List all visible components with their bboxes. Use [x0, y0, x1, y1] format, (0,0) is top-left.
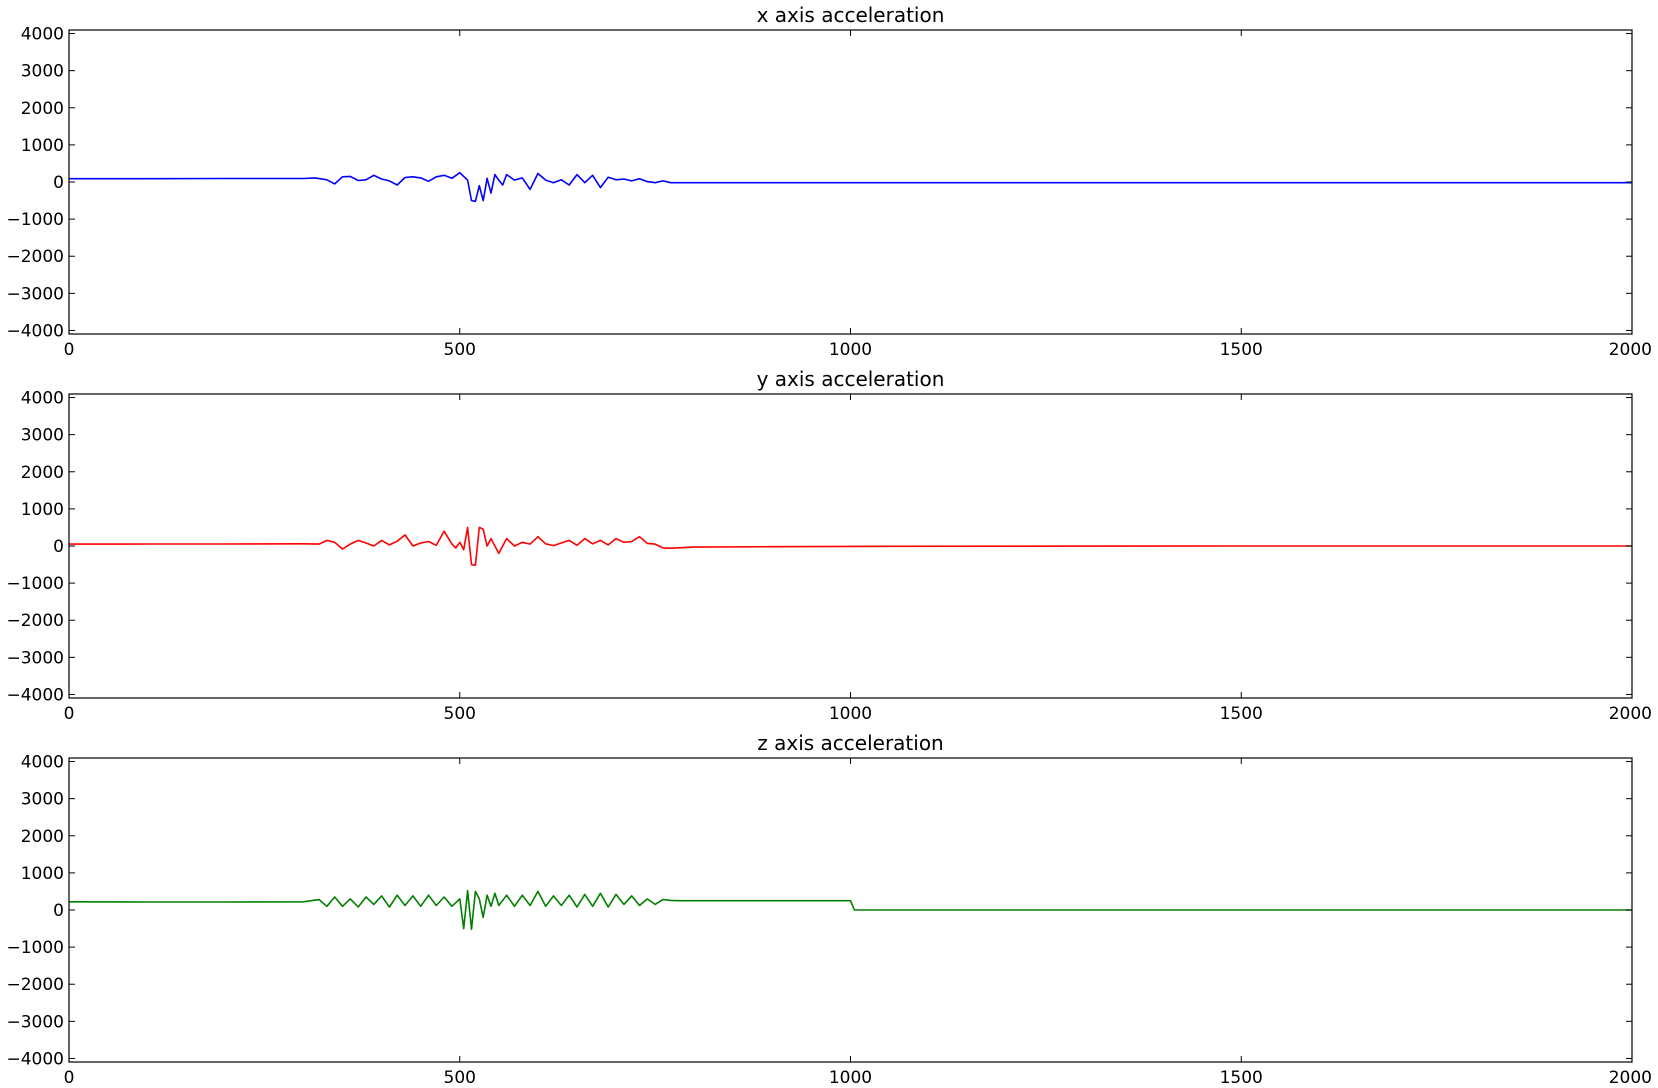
y-tick-label: −3000 — [6, 1012, 64, 1032]
y-tick-label: −1000 — [6, 938, 64, 958]
y-tick-label: 2000 — [21, 99, 64, 119]
series-line — [69, 889, 1632, 931]
y-tick-label: 1000 — [21, 864, 64, 884]
x-tick-label: 1000 — [829, 1068, 872, 1088]
x-tick-label: 500 — [444, 1068, 476, 1088]
x-tick-label: 2000 — [1609, 1068, 1652, 1088]
x-tick-label: 0 — [64, 1068, 75, 1088]
x-tick-label: 500 — [444, 340, 476, 360]
y-tick-label: 3000 — [21, 426, 64, 446]
y-tick-label: 0 — [53, 537, 64, 557]
chart-title: z axis acceleration — [757, 731, 943, 755]
series-line — [69, 526, 1632, 567]
y-tick-label: −2000 — [6, 247, 64, 267]
series-line — [69, 171, 1632, 203]
y-tick-label: −4000 — [6, 1049, 64, 1069]
y-tick-label: −3000 — [6, 284, 64, 304]
x-tick-label: 500 — [444, 704, 476, 724]
y-tick-label: 3000 — [21, 62, 64, 82]
y-tick-label: 2000 — [21, 463, 64, 483]
y-tick-label: −1000 — [6, 574, 64, 594]
y-tick-label: 3000 — [21, 790, 64, 810]
y-tick-label: 4000 — [21, 25, 64, 45]
y-tick-label: 0 — [53, 901, 64, 921]
y-tick-label: −4000 — [6, 321, 64, 341]
y-tick-label: −1000 — [6, 210, 64, 230]
y-tick-label: 1000 — [21, 136, 64, 156]
x-tick-label: 1500 — [1220, 704, 1263, 724]
x-tick-label: 2000 — [1609, 704, 1652, 724]
y-tick-label: 2000 — [21, 827, 64, 847]
y-tick-label: −2000 — [6, 611, 64, 631]
x-tick-label: 2000 — [1609, 340, 1652, 360]
y-tick-label: 1000 — [21, 500, 64, 520]
x-tick-label: 1500 — [1220, 340, 1263, 360]
y-tick-label: 4000 — [21, 753, 64, 773]
x-tick-label: 1000 — [829, 340, 872, 360]
x-tick-label: 1000 — [829, 704, 872, 724]
y-tick-label: −2000 — [6, 975, 64, 995]
y-tick-label: −4000 — [6, 685, 64, 705]
y-axis-chart: y axis acceleration 4000 3000 2000 1000 0 −100… — [6, 367, 1652, 724]
y-tick-label: −3000 — [6, 648, 64, 668]
chart-title: x axis acceleration — [757, 3, 945, 27]
x-axis-chart: x axis acceleration 4000 3000 2000 1000 0 −100… — [6, 3, 1652, 360]
y-tick-label: 0 — [53, 173, 64, 193]
z-axis-chart: z axis acceleration 4000 3000 2000 1000 0 −100… — [6, 731, 1652, 1088]
x-tick-label: 0 — [64, 704, 75, 724]
x-tick-label: 1500 — [1220, 1068, 1263, 1088]
chart-title: y axis acceleration — [757, 367, 945, 391]
x-tick-label: 0 — [64, 340, 75, 360]
y-tick-label: 4000 — [21, 389, 64, 409]
